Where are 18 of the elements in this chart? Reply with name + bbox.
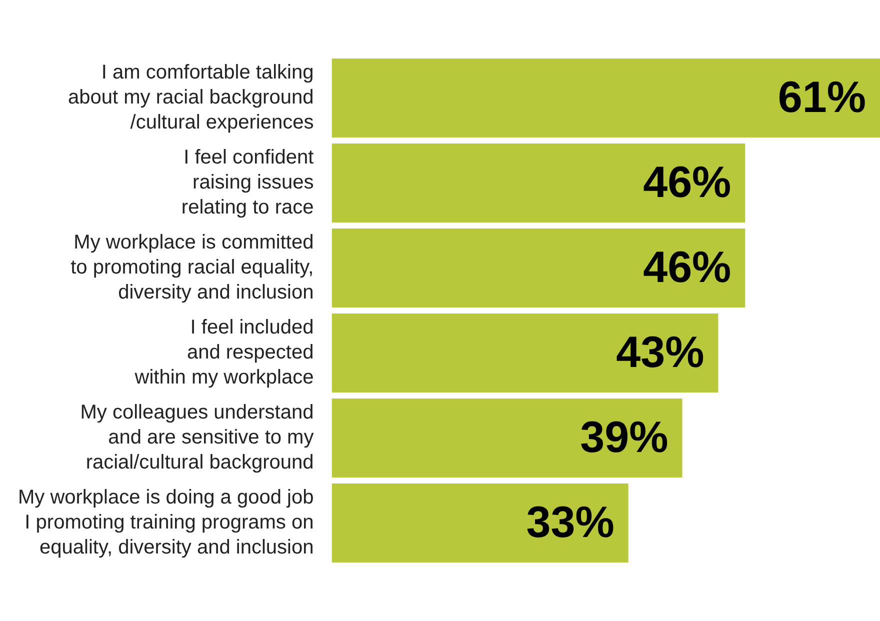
data-label: 46% [643,158,732,208]
bar [332,58,880,138]
y-tick-label: My colleagues understand and are sensitive to my racial/cultural background [80,402,314,474]
data-label: 61% [778,73,866,122]
bar [332,228,746,308]
bar [332,143,746,223]
data-label: 43% [616,328,704,378]
data-label: 39% [580,413,668,462]
y-tick-label: I am comfortable talking about my racial background /cultural experiences [68,62,314,134]
bar [332,398,682,478]
y-tick-label: I feel confident raising issues relating to race [181,146,314,219]
data-label: 33% [526,498,614,548]
bar [332,483,628,563]
y-tick-label: My workplace is doing a good job I promoting training programs on equality, diversity and inclusion [18,486,314,559]
bar [332,313,718,393]
data-label: 46% [643,243,732,292]
y-tick-label: My workplace is committed to promoting racial equality, diversity and inclusion [70,232,314,304]
y-tick-label: I feel included and respected within my workplace [134,316,314,389]
